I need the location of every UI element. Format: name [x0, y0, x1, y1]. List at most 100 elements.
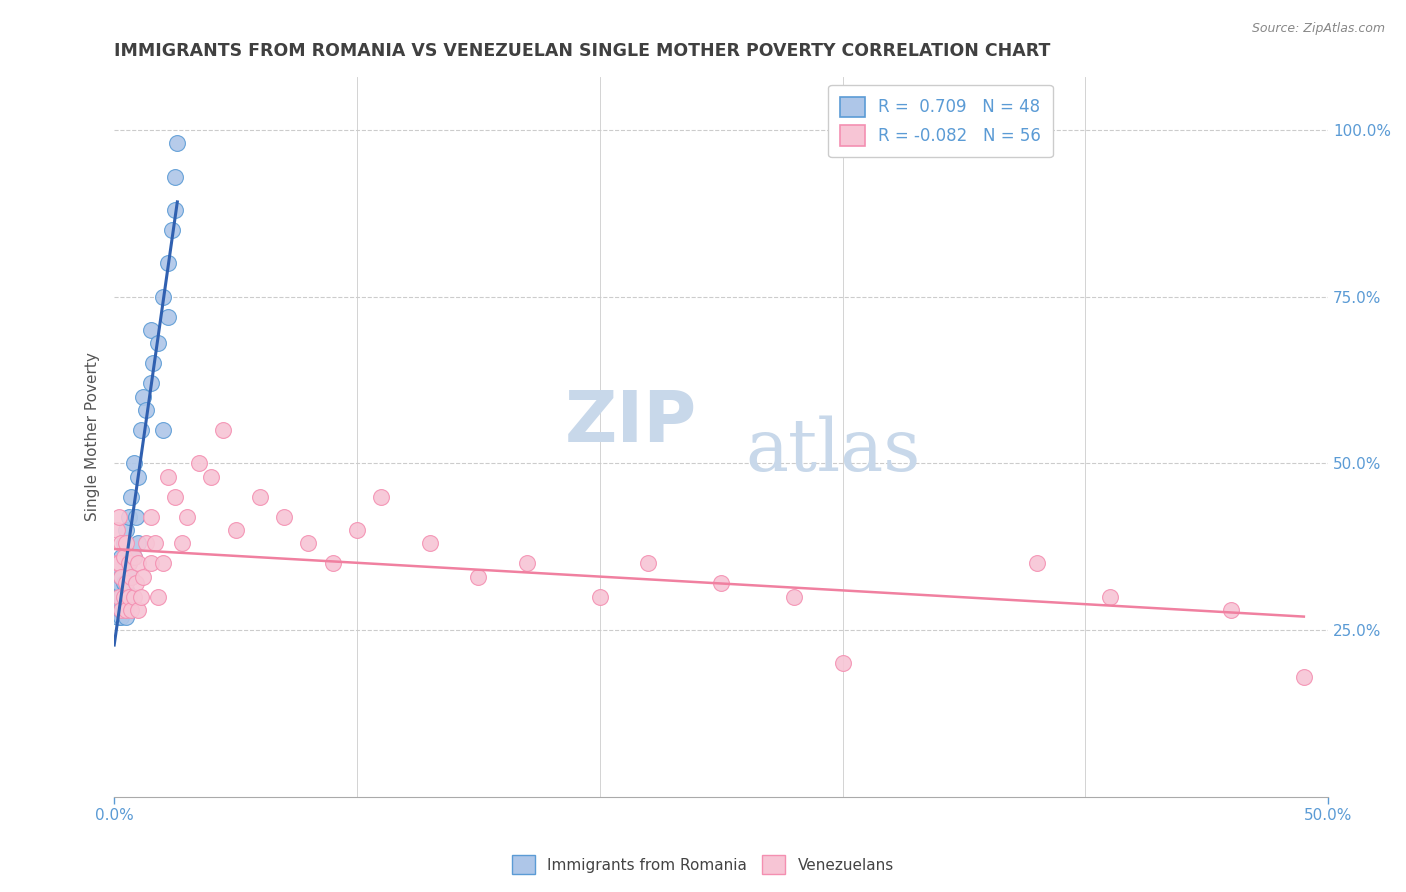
Point	[163, 490, 186, 504]
Point	[110, 536, 132, 550]
Point	[589, 590, 612, 604]
Point	[107, 609, 129, 624]
Point	[156, 469, 179, 483]
Point	[1220, 603, 1243, 617]
Point	[115, 582, 138, 597]
Point	[115, 603, 138, 617]
Point	[370, 490, 392, 504]
Point	[831, 657, 853, 671]
Point	[135, 536, 157, 550]
Text: IMMIGRANTS FROM ROMANIA VS VENEZUELAN SINGLE MOTHER POVERTY CORRELATION CHART: IMMIGRANTS FROM ROMANIA VS VENEZUELAN SI…	[114, 42, 1050, 60]
Point	[118, 590, 141, 604]
Point	[110, 569, 132, 583]
Point	[108, 563, 131, 577]
Point	[104, 596, 127, 610]
Point	[152, 290, 174, 304]
Point	[108, 576, 131, 591]
Point	[783, 590, 806, 604]
Point	[122, 549, 145, 564]
Point	[163, 202, 186, 217]
Point	[120, 569, 142, 583]
Point	[127, 469, 149, 483]
Point	[146, 336, 169, 351]
Point	[120, 603, 142, 617]
Point	[127, 557, 149, 571]
Point	[156, 310, 179, 324]
Point	[118, 590, 141, 604]
Point	[120, 569, 142, 583]
Point	[115, 536, 138, 550]
Point	[120, 490, 142, 504]
Text: ZIP: ZIP	[565, 388, 697, 457]
Point	[112, 536, 135, 550]
Point	[225, 523, 247, 537]
Point	[139, 376, 162, 391]
Point	[108, 557, 131, 571]
Point	[297, 536, 319, 550]
Point	[132, 569, 155, 583]
Point	[122, 549, 145, 564]
Point	[152, 557, 174, 571]
Point	[110, 603, 132, 617]
Point	[112, 549, 135, 564]
Point	[145, 536, 167, 550]
Point	[129, 590, 152, 604]
Point	[637, 557, 659, 571]
Point	[105, 557, 128, 571]
Point	[419, 536, 441, 550]
Point	[118, 509, 141, 524]
Point	[105, 576, 128, 591]
Point	[152, 423, 174, 437]
Point	[118, 557, 141, 571]
Legend: Immigrants from Romania, Venezuelans: Immigrants from Romania, Venezuelans	[506, 849, 900, 880]
Point	[110, 603, 132, 617]
Point	[142, 356, 165, 370]
Point	[112, 603, 135, 617]
Point	[105, 523, 128, 537]
Point	[162, 223, 184, 237]
Point	[1292, 670, 1315, 684]
Point	[108, 509, 131, 524]
Point	[118, 557, 141, 571]
Point	[122, 456, 145, 470]
Point	[115, 609, 138, 624]
Point	[127, 536, 149, 550]
Point	[346, 523, 368, 537]
Point	[115, 596, 138, 610]
Point	[108, 590, 131, 604]
Point	[249, 490, 271, 504]
Point	[176, 509, 198, 524]
Point	[105, 603, 128, 617]
Point	[156, 256, 179, 270]
Point	[110, 549, 132, 564]
Point	[110, 569, 132, 583]
Point	[122, 590, 145, 604]
Point	[172, 536, 194, 550]
Point	[108, 590, 131, 604]
Point	[467, 569, 489, 583]
Point	[273, 509, 295, 524]
Point	[1098, 590, 1121, 604]
Point	[163, 169, 186, 184]
Point	[110, 609, 132, 624]
Point	[125, 576, 148, 591]
Point	[115, 557, 138, 571]
Point	[110, 596, 132, 610]
Point	[112, 576, 135, 591]
Point	[112, 590, 135, 604]
Point	[322, 557, 344, 571]
Y-axis label: Single Mother Poverty: Single Mother Poverty	[86, 352, 100, 521]
Point	[127, 603, 149, 617]
Point	[139, 557, 162, 571]
Point	[135, 403, 157, 417]
Point	[110, 590, 132, 604]
Point	[146, 590, 169, 604]
Point	[188, 456, 211, 470]
Point	[710, 576, 733, 591]
Point	[166, 136, 188, 151]
Point	[129, 423, 152, 437]
Point	[125, 509, 148, 524]
Point	[112, 590, 135, 604]
Point	[132, 390, 155, 404]
Point	[200, 469, 222, 483]
